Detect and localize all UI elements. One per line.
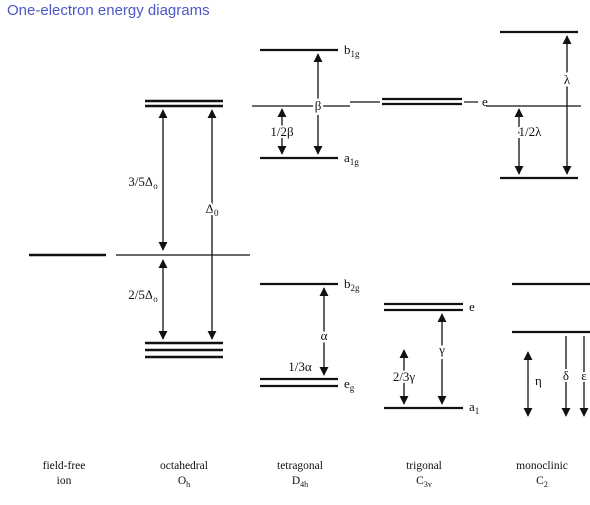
tet-b1g-label: b1g <box>344 42 360 59</box>
column-sub-trigonal: C3v <box>416 475 432 489</box>
mono-eta-label: η <box>535 373 542 388</box>
column-label-trigonal: trigonal <box>406 460 442 472</box>
tet-a1g-label: a1g <box>344 150 359 167</box>
mono-lambda-label: λ <box>564 72 571 87</box>
tet-third-alpha-label: 1/3α <box>288 359 312 374</box>
tet-beta-label: β <box>315 98 322 113</box>
column-sub-field-free: ion <box>57 475 72 487</box>
column-label-field-free: field-free <box>43 460 86 472</box>
page-title: One-electron energy diagrams <box>7 2 210 19</box>
trig-two-thirds-gamma-label: 2/3γ <box>393 369 416 384</box>
column-sub-monoclinic: C2 <box>536 475 548 489</box>
mono-delta-label: δ <box>563 368 569 383</box>
column-label-tetragonal: tetragonal <box>277 460 323 472</box>
column-sub-tetragonal: D4h <box>292 475 308 489</box>
oct-lower-split-label: 2/5Δo <box>128 287 158 304</box>
tet-b2g-label: b2g <box>344 276 360 293</box>
column-label-octahedral: octahedral <box>160 460 208 472</box>
mono-epsilon-label: ε <box>581 368 587 383</box>
tet-half-beta-label: 1/2β <box>270 124 294 139</box>
trig-e-upper-label: e <box>482 94 488 109</box>
oct-total-label: Δ0 <box>206 201 219 218</box>
column-sub-octahedral: Oh <box>178 475 190 489</box>
oct-upper-split-label: 3/5Δo <box>128 174 158 191</box>
tet-alpha-label: α <box>321 328 328 343</box>
mono-half-lambda-label: 1/2λ <box>519 124 543 139</box>
trig-e-lower-label: e <box>469 299 475 314</box>
trig-a1-label: a1 <box>469 399 479 416</box>
tet-eg-label: eg <box>344 376 355 393</box>
column-label-monoclinic: monoclinic <box>516 460 568 472</box>
trig-gamma-label: γ <box>438 342 445 357</box>
